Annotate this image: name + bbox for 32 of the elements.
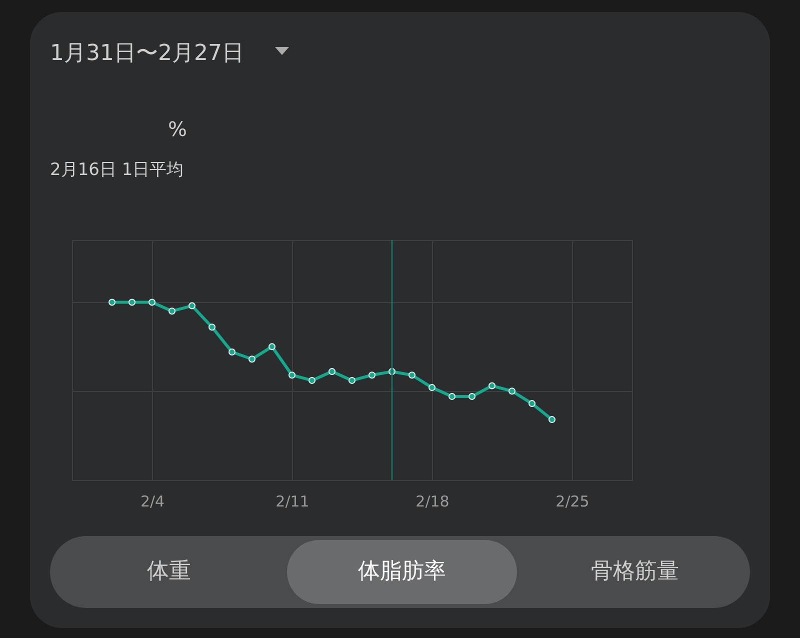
- chart-subtitle: 2月16日 1日平均: [50, 159, 184, 181]
- point: [528, 400, 536, 408]
- x-tick-label: 2/11: [276, 492, 310, 510]
- point: [508, 388, 516, 395]
- point: [288, 372, 296, 379]
- point: [328, 368, 336, 376]
- point: [468, 392, 476, 400]
- x-tick-label: 2/25: [556, 492, 590, 510]
- x-tick-label: 2/18: [416, 492, 450, 510]
- point: [408, 372, 416, 379]
- point: [248, 356, 256, 363]
- point: [208, 324, 216, 331]
- point: [368, 372, 376, 379]
- point: [488, 382, 496, 390]
- text: 体脂肪率: [287, 540, 517, 604]
- point: [428, 384, 436, 392]
- point: [348, 376, 356, 384]
- chart-title: 1月31日〜2月27日: [50, 40, 244, 68]
- point: [228, 348, 236, 356]
- point: [108, 298, 116, 306]
- point: [168, 308, 176, 315]
- point: [148, 298, 156, 306]
- text: %: [168, 117, 188, 141]
- point: [548, 416, 556, 424]
- text: 体重: [146, 558, 192, 586]
- point: [128, 298, 136, 306]
- text: 骨格筋量: [590, 558, 680, 586]
- x-tick-label: 2/4: [140, 492, 165, 510]
- point: [308, 376, 316, 384]
- point: [448, 392, 456, 400]
- point: [268, 343, 276, 350]
- point: [188, 302, 196, 310]
